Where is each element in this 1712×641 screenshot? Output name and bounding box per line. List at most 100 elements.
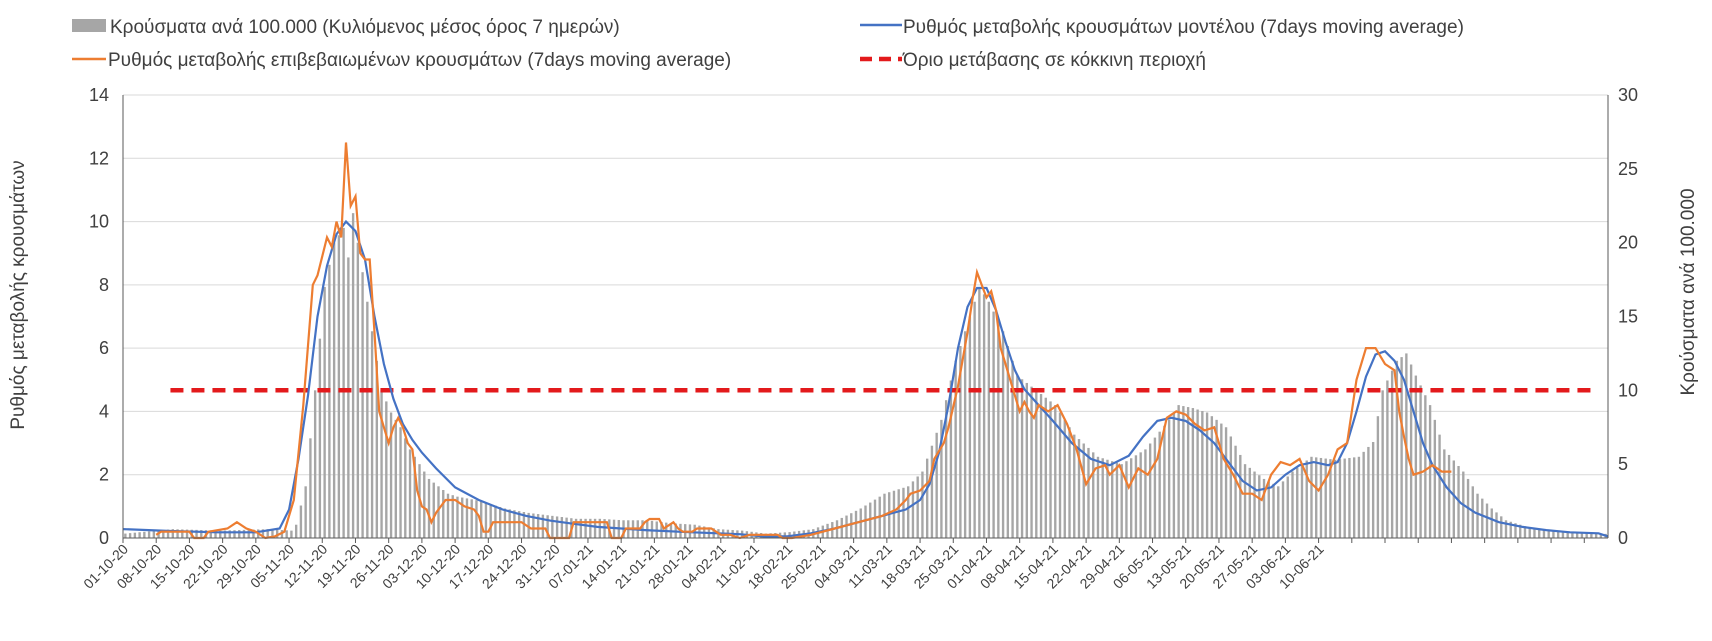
bar (442, 490, 445, 538)
bar (247, 529, 250, 538)
bar (1172, 412, 1176, 538)
bar (546, 515, 549, 538)
bar (200, 530, 203, 538)
bar (309, 438, 312, 538)
bar (323, 286, 326, 538)
bar (456, 496, 459, 538)
bar (1210, 416, 1214, 538)
bar (1220, 423, 1223, 538)
bar (1182, 406, 1185, 538)
bar (1390, 370, 1394, 538)
bar (361, 272, 364, 538)
left-axis-title: Ρυθμός μεταβολής κρουσμάτων (8, 160, 29, 429)
bar (1329, 459, 1332, 538)
bar (219, 530, 222, 538)
right-axis-title: Κρούσματα ανά 100.000 (1678, 188, 1699, 395)
bar (432, 482, 435, 538)
bar (1519, 524, 1522, 538)
bar (1419, 385, 1422, 538)
bar (1139, 452, 1142, 538)
bar (147, 531, 151, 538)
bar (313, 390, 317, 538)
bar (911, 481, 915, 538)
bar (437, 486, 440, 538)
right-tick-label: 0 (1618, 528, 1628, 548)
bar (916, 476, 919, 538)
bar (294, 524, 298, 538)
bar (1538, 528, 1541, 538)
bar (1300, 464, 1304, 538)
bar (963, 331, 967, 538)
bar (555, 516, 559, 538)
left-tick-label: 2 (99, 465, 109, 485)
bar (1485, 503, 1489, 538)
bar (589, 518, 592, 538)
bar (1552, 530, 1555, 538)
bar (1500, 516, 1503, 538)
bar (1509, 521, 1512, 538)
bar (1082, 443, 1085, 538)
bar (1092, 452, 1095, 538)
bar (1258, 475, 1261, 538)
bar (944, 400, 948, 538)
bar (1148, 443, 1152, 538)
bar (1101, 458, 1104, 538)
bar (1338, 459, 1342, 538)
bar (1111, 461, 1114, 538)
bar (1115, 462, 1119, 538)
bar (1144, 449, 1147, 538)
bar (892, 490, 896, 538)
bar (451, 495, 454, 538)
bar (1039, 394, 1043, 538)
bar (1447, 454, 1451, 538)
bar (1305, 460, 1308, 538)
bar (987, 301, 991, 538)
bar (356, 242, 360, 538)
bar (1291, 471, 1294, 538)
bar (143, 531, 146, 538)
legend-confirmed-label: Ρυθμός μεταβολής επιβεβαιωμένων κρουσμάτ… (108, 50, 731, 71)
bar (902, 487, 905, 538)
bar (907, 486, 910, 538)
bar (859, 508, 862, 538)
bar (181, 529, 184, 538)
bar (399, 427, 402, 538)
bar (375, 360, 379, 538)
bar (1134, 455, 1138, 538)
left-tick-label: 12 (89, 148, 109, 168)
bar (1224, 427, 1228, 538)
bar (347, 257, 350, 538)
bar (1362, 451, 1365, 538)
bar (1030, 386, 1033, 538)
bar (261, 529, 265, 538)
bar (1371, 442, 1375, 538)
bar (1343, 458, 1346, 538)
bar (1495, 512, 1498, 538)
bar (1594, 533, 1598, 538)
bar (171, 529, 175, 538)
bar (1277, 486, 1280, 538)
bar (1063, 419, 1066, 538)
bar (233, 530, 236, 538)
bar (935, 432, 938, 538)
bar (1296, 467, 1299, 538)
bar (1006, 346, 1010, 538)
bar (527, 512, 530, 538)
bar (1319, 457, 1323, 538)
bar (835, 520, 839, 538)
legend-bars-label: Κρούσματα ανά 100.000 (Κυλιόμενος μέσος … (110, 17, 620, 38)
bar (1556, 531, 1560, 538)
bar (840, 517, 843, 538)
bar (1514, 523, 1517, 538)
bar (394, 419, 397, 538)
bar (252, 529, 255, 538)
bar (209, 530, 212, 538)
bar (1205, 412, 1209, 538)
bar (1229, 436, 1233, 538)
bar (1191, 408, 1195, 538)
bar (351, 213, 355, 538)
bar (242, 529, 246, 538)
bar (1035, 390, 1038, 538)
right-tick-label: 5 (1618, 454, 1628, 474)
